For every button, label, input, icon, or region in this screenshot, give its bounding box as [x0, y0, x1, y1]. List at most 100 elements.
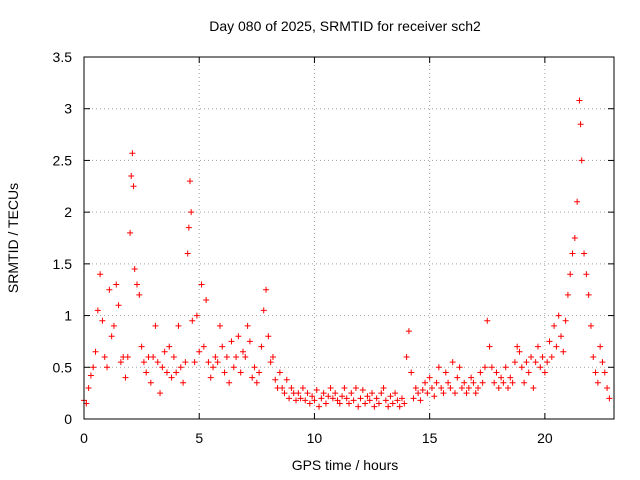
data-point	[101, 353, 108, 360]
data-point	[122, 374, 129, 381]
data-point	[242, 353, 249, 360]
data-point	[567, 271, 574, 278]
data-point	[269, 353, 276, 360]
data-point	[507, 374, 514, 381]
data-point	[279, 384, 286, 391]
data-point	[445, 379, 452, 386]
data-point	[318, 395, 325, 402]
y-tick-label: 2.5	[53, 152, 73, 168]
data-point	[458, 384, 465, 391]
data-point	[256, 369, 263, 376]
data-point	[426, 374, 433, 381]
data-point	[295, 390, 302, 397]
y-axis: 0 0.5 1 1.5 2 2.5 3 3.5	[53, 49, 614, 427]
data-point	[297, 395, 304, 402]
grid-lines	[84, 57, 614, 419]
y-tick-label: 3.5	[53, 49, 73, 65]
data-point	[221, 369, 228, 376]
data-point	[491, 379, 498, 386]
data-point	[518, 364, 525, 371]
data-point	[246, 338, 253, 345]
x-tick-label: 10	[307, 430, 323, 446]
y-tick-label: 0.5	[53, 359, 73, 375]
data-point	[138, 343, 145, 350]
data-point	[454, 374, 461, 381]
data-point	[539, 353, 546, 360]
data-point	[530, 384, 537, 391]
data-point	[214, 359, 221, 366]
data-point	[385, 403, 392, 410]
data-point	[325, 393, 332, 400]
data-point	[558, 333, 564, 340]
data-point	[128, 172, 135, 179]
data-point	[134, 281, 140, 288]
data-point	[502, 364, 509, 371]
data-point	[170, 353, 177, 360]
data-point	[380, 384, 387, 391]
data-point	[348, 390, 355, 397]
data-point	[283, 376, 290, 383]
data-point	[106, 286, 113, 293]
data-point	[604, 384, 611, 391]
data-point	[108, 333, 115, 340]
data-point	[288, 384, 295, 391]
data-point	[87, 372, 94, 379]
data-point	[528, 353, 535, 360]
data-point	[193, 312, 200, 319]
data-point	[311, 397, 318, 404]
data-point	[412, 384, 419, 391]
data-point	[405, 328, 412, 335]
data-point	[191, 359, 198, 366]
data-point	[154, 359, 161, 366]
data-point	[177, 364, 184, 371]
data-point	[387, 393, 394, 400]
data-point	[173, 369, 180, 376]
data-point	[130, 183, 137, 190]
data-point	[343, 395, 350, 402]
data-point	[396, 403, 403, 410]
data-point	[304, 390, 311, 397]
data-point	[302, 397, 309, 404]
data-point	[366, 397, 373, 404]
data-point	[498, 374, 505, 381]
data-point	[511, 359, 518, 366]
y-tick-label: 1	[64, 308, 72, 324]
data-point	[235, 333, 242, 340]
data-point	[581, 250, 588, 257]
data-point	[577, 121, 584, 128]
data-point	[94, 307, 101, 314]
data-point	[150, 353, 157, 360]
data-point	[375, 400, 382, 407]
data-point	[196, 348, 203, 355]
data-point	[553, 343, 560, 350]
data-point	[359, 387, 366, 394]
data-point	[362, 400, 369, 407]
data-point	[316, 403, 323, 410]
data-point	[272, 376, 279, 383]
data-point	[85, 384, 92, 391]
data-point	[532, 359, 539, 366]
data-point	[470, 379, 477, 386]
data-point	[369, 390, 376, 397]
data-point	[336, 400, 343, 407]
data-point	[267, 359, 274, 366]
data-point	[401, 400, 408, 407]
data-point	[237, 369, 244, 376]
data-point	[140, 359, 147, 366]
data-point	[219, 343, 226, 350]
data-point	[564, 291, 571, 298]
data-point	[163, 369, 170, 376]
data-point	[233, 353, 240, 360]
data-point	[99, 317, 106, 324]
data-point	[435, 364, 442, 371]
data-point	[495, 384, 502, 391]
data-point	[601, 369, 608, 376]
data-point	[585, 291, 592, 298]
data-point	[484, 317, 491, 324]
data-point	[147, 379, 154, 386]
data-point	[166, 343, 173, 350]
data-point	[534, 343, 541, 350]
data-point	[205, 359, 212, 366]
data-point	[415, 390, 422, 397]
data-point	[378, 390, 385, 397]
